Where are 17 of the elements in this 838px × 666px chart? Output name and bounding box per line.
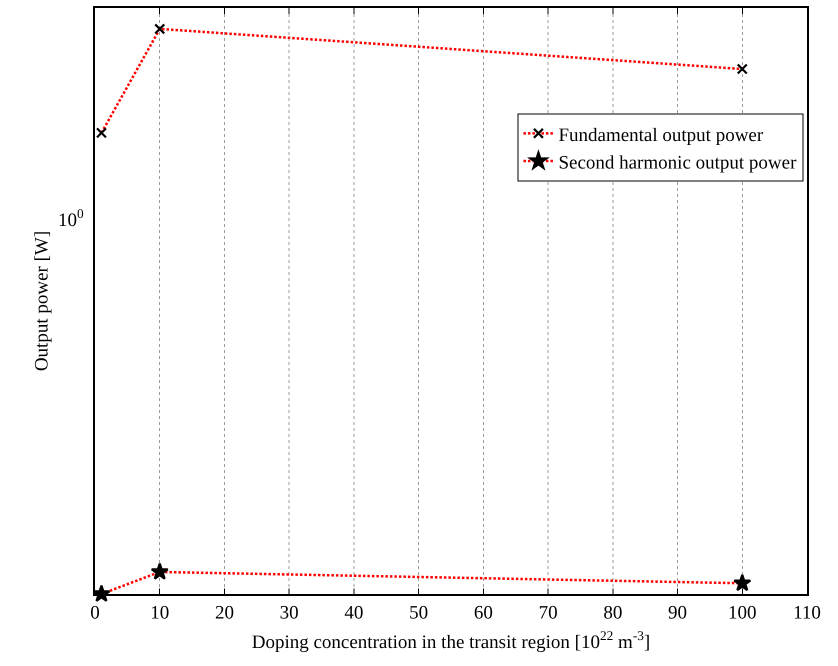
text: 10$^{0}$ <box>58 206 84 231</box>
x-tick-label: 70 <box>538 602 558 624</box>
x-tick-label: 60 <box>474 602 493 624</box>
y-axis-title: Output power [W] <box>32 230 53 372</box>
x-tick-label: 10 <box>150 602 170 624</box>
x-axis-title: Doping concentration in the transit region [10$^{22}$ m$^{-3}$] <box>252 628 650 653</box>
x-tick-label: 40 <box>344 602 364 624</box>
legend-label: Second harmonic output power <box>558 152 798 174</box>
x-tick-label: 20 <box>214 602 234 624</box>
x-tick-label: 80 <box>603 602 622 624</box>
x-tick-label: 100 <box>728 602 757 624</box>
x-tick-label: 30 <box>280 602 299 624</box>
x-tick-label: 90 <box>668 602 688 624</box>
x-tick-label: 50 <box>409 602 428 624</box>
legend-label: Fundamental output power <box>558 124 764 146</box>
x-tick-label: 110 <box>793 602 821 624</box>
x-tick-label: 0 <box>90 602 100 624</box>
